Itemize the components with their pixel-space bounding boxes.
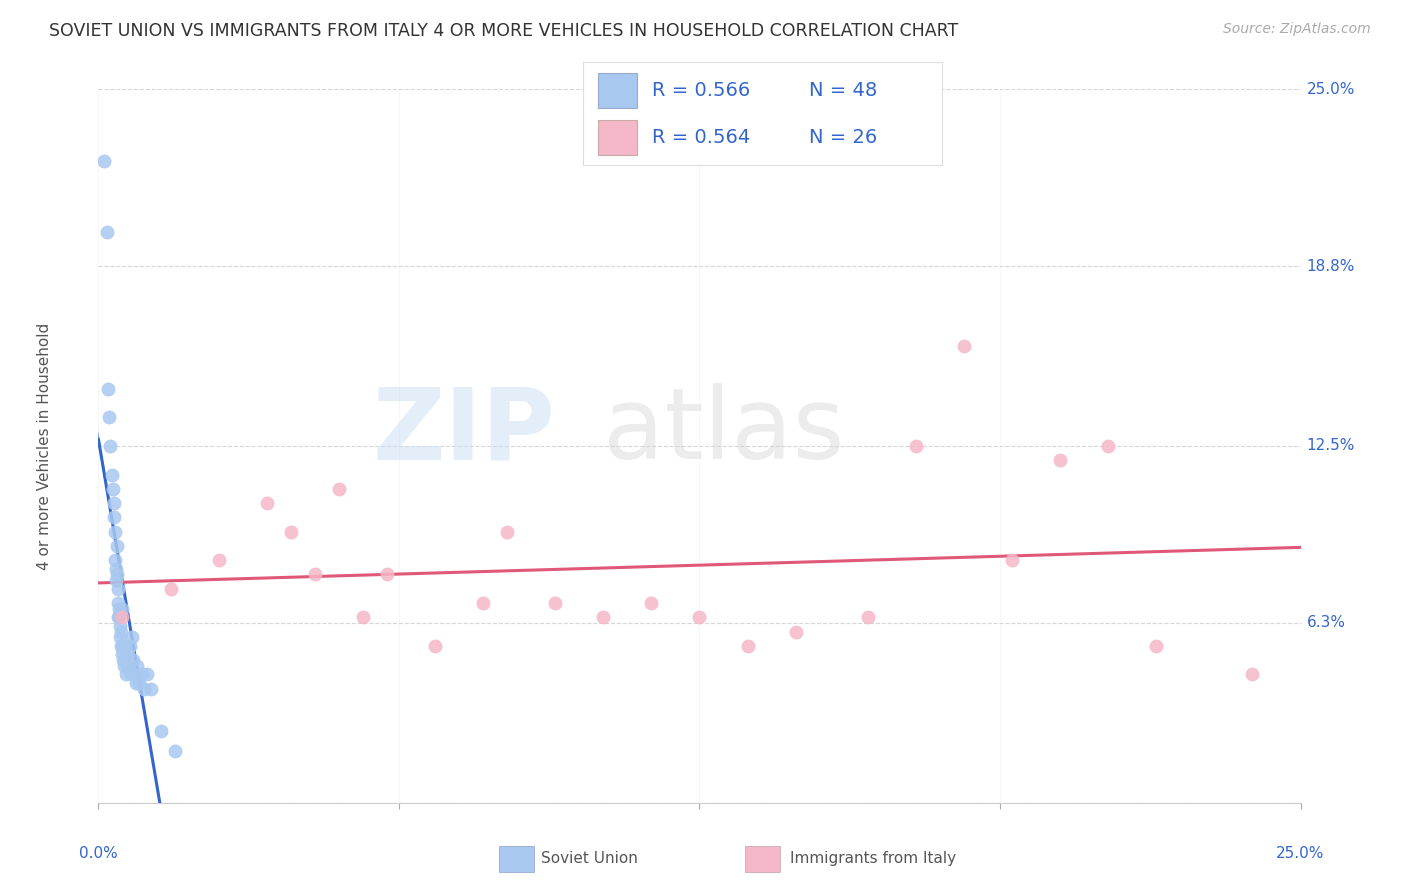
Point [1001,553,1024,567]
Point [105,573,128,587]
Point [1144,639,1167,653]
Point [117,658,139,673]
Point [352,610,374,624]
Point [112,653,135,667]
Bar [598,120,637,155]
Point [592,610,614,624]
Text: Soviet Union: Soviet Union [541,852,638,866]
Point [107,610,129,624]
Point [111,648,134,662]
Point [423,639,446,653]
Bar [598,73,637,108]
Text: 25.0%: 25.0% [1277,846,1324,861]
Text: R = 0.564: R = 0.564 [651,128,749,147]
Point [1097,439,1119,453]
Point [496,524,519,539]
Point [104,562,127,576]
Text: atlas: atlas [603,384,845,480]
Point [105,539,128,553]
Point [103,510,125,524]
Point [124,667,146,681]
Point [107,601,129,615]
Point [128,676,150,690]
Text: 12.5%: 12.5% [1306,439,1355,453]
Point [953,339,976,353]
Point [125,676,148,690]
Point [93,153,115,168]
Point [132,681,155,696]
Point [110,624,132,639]
Point [107,582,129,596]
Point [97,382,120,396]
Point [104,524,127,539]
Point [125,658,148,673]
Text: 18.8%: 18.8% [1306,259,1355,274]
Text: 6.3%: 6.3% [1306,615,1346,631]
Point [111,610,134,624]
Point [737,639,759,653]
Point [101,482,124,496]
Point [114,653,136,667]
Point [785,624,807,639]
Point [107,596,129,610]
Text: 4 or more Vehicles in Household: 4 or more Vehicles in Household [37,322,52,570]
Point [304,567,326,582]
Point [104,553,127,567]
Point [640,596,662,610]
Point [135,667,157,681]
Point [544,596,567,610]
Point [98,410,121,425]
Point [111,601,134,615]
Point [904,439,927,453]
Point [110,639,132,653]
Text: N = 48: N = 48 [810,80,877,100]
Point [256,496,278,510]
Point [149,724,172,739]
Point [472,596,495,610]
Point [165,744,187,758]
Point [108,619,131,633]
Point [122,653,145,667]
Point [131,667,153,681]
Point [118,639,141,653]
Text: 0.0%: 0.0% [79,846,118,861]
Point [114,639,136,653]
Text: SOVIET UNION VS IMMIGRANTS FROM ITALY 4 OR MORE VEHICLES IN HOUSEHOLD CORRELATIO: SOVIET UNION VS IMMIGRANTS FROM ITALY 4 … [49,22,959,40]
Point [96,225,118,239]
Point [110,639,132,653]
Text: R = 0.566: R = 0.566 [651,80,749,100]
Point [141,681,163,696]
Point [328,482,350,496]
Text: 25.0%: 25.0% [1306,82,1355,96]
Point [103,496,125,510]
Point [112,658,135,673]
Point [120,667,142,681]
Point [105,567,128,582]
Text: N = 26: N = 26 [810,128,877,147]
Point [101,467,124,482]
Point [108,630,131,644]
Point [100,439,122,453]
Point [117,648,139,662]
Text: ZIP: ZIP [373,384,555,480]
Point [159,582,181,596]
Point [375,567,398,582]
Text: Source: ZipAtlas.com: Source: ZipAtlas.com [1223,22,1371,37]
Point [108,610,131,624]
Point [280,524,302,539]
Point [115,667,138,681]
Point [208,553,231,567]
Point [1049,453,1071,467]
Point [1241,667,1264,681]
Text: Immigrants from Italy: Immigrants from Italy [790,852,956,866]
Point [856,610,879,624]
Point [121,630,143,644]
Point [688,610,710,624]
